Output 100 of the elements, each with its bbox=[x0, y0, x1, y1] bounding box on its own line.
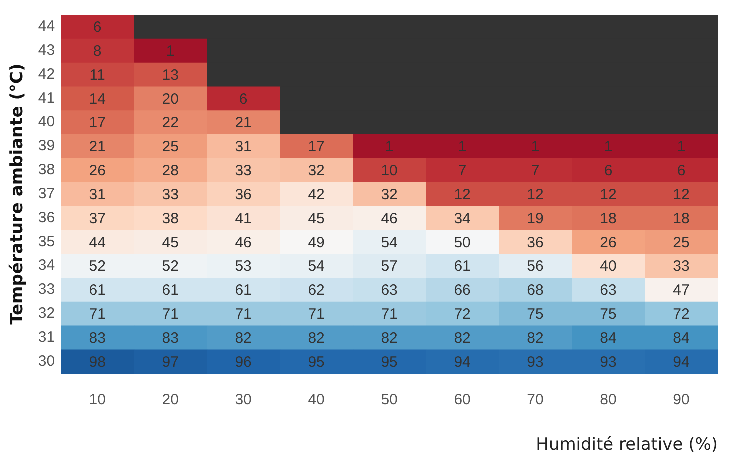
data-label: 56 bbox=[527, 258, 544, 276]
data-label: 82 bbox=[527, 330, 544, 347]
data-label: 41 bbox=[235, 210, 252, 228]
data-label: 49 bbox=[308, 234, 325, 252]
data-label: 45 bbox=[162, 234, 179, 252]
data-label: 61 bbox=[235, 282, 252, 300]
data-label: 94 bbox=[673, 354, 690, 371]
x-tick-label: 10 bbox=[89, 392, 106, 409]
y-tick-label: 35 bbox=[38, 233, 56, 250]
data-label: 97 bbox=[162, 354, 179, 371]
data-label: 14 bbox=[89, 90, 106, 108]
data-label: 47 bbox=[673, 282, 690, 300]
y-tick-label: 36 bbox=[38, 209, 56, 226]
data-label: 19 bbox=[527, 210, 544, 228]
y-tick-label: 38 bbox=[38, 162, 56, 179]
data-label: 53 bbox=[235, 258, 252, 276]
data-label: 21 bbox=[89, 138, 106, 156]
y-tick-label: 40 bbox=[38, 114, 56, 131]
data-label: 8 bbox=[93, 43, 102, 60]
data-label: 25 bbox=[162, 138, 179, 156]
data-label: 26 bbox=[89, 162, 106, 180]
data-label: 52 bbox=[89, 258, 106, 276]
data-label: 1 bbox=[604, 138, 613, 156]
data-label: 45 bbox=[308, 210, 325, 228]
data-label: 38 bbox=[162, 210, 179, 228]
data-label: 95 bbox=[308, 354, 325, 371]
data-label: 71 bbox=[235, 306, 252, 323]
data-label: 12 bbox=[600, 186, 617, 204]
data-label: 25 bbox=[673, 234, 690, 252]
data-label: 95 bbox=[381, 354, 398, 371]
x-axis-title: Humidité relative (%) bbox=[536, 435, 718, 456]
data-label: 68 bbox=[527, 282, 544, 300]
data-label: 1 bbox=[677, 138, 686, 156]
data-label: 33 bbox=[162, 186, 179, 204]
data-label: 72 bbox=[673, 306, 690, 323]
data-label: 28 bbox=[162, 162, 179, 180]
data-label: 93 bbox=[527, 354, 544, 371]
y-tick-label: 43 bbox=[38, 42, 56, 59]
y-tick-label: 32 bbox=[38, 304, 56, 322]
data-label: 18 bbox=[600, 210, 617, 228]
data-label: 31 bbox=[235, 138, 252, 156]
data-label: 1 bbox=[385, 138, 394, 156]
x-tick-label: 20 bbox=[162, 392, 179, 409]
data-label: 63 bbox=[381, 282, 398, 300]
y-tick-label: 30 bbox=[38, 352, 56, 370]
data-label: 1 bbox=[458, 138, 467, 156]
data-label: 12 bbox=[527, 186, 544, 204]
data-label: 83 bbox=[162, 330, 179, 347]
data-label: 44 bbox=[89, 234, 106, 252]
data-label: 17 bbox=[89, 114, 106, 132]
y-tick-label: 33 bbox=[38, 281, 56, 298]
y-tick-label: 44 bbox=[38, 18, 56, 36]
data-label: 66 bbox=[454, 282, 471, 300]
data-label: 36 bbox=[235, 186, 252, 204]
data-label: 84 bbox=[600, 330, 617, 347]
data-label: 54 bbox=[381, 234, 398, 252]
data-label: 10 bbox=[381, 162, 398, 180]
y-tick-label: 31 bbox=[38, 328, 56, 346]
data-label: 75 bbox=[600, 306, 617, 323]
data-label: 32 bbox=[308, 162, 325, 180]
y-tick-label: 41 bbox=[38, 90, 56, 107]
data-label: 61 bbox=[162, 282, 179, 300]
data-label: 37 bbox=[89, 210, 106, 228]
data-label: 82 bbox=[381, 330, 398, 347]
data-label: 21 bbox=[235, 114, 252, 132]
data-label: 82 bbox=[235, 330, 252, 347]
data-label: 7 bbox=[458, 162, 467, 180]
data-label: 18 bbox=[673, 210, 690, 228]
data-label: 33 bbox=[235, 162, 252, 180]
data-label: 71 bbox=[162, 306, 179, 323]
data-label: 7 bbox=[531, 162, 540, 180]
data-label: 33 bbox=[673, 258, 690, 276]
data-label: 61 bbox=[454, 258, 471, 276]
data-label: 22 bbox=[162, 114, 179, 132]
data-label: 46 bbox=[381, 210, 398, 228]
data-label: 82 bbox=[454, 330, 471, 347]
data-label: 46 bbox=[235, 234, 252, 252]
data-label: 62 bbox=[308, 282, 325, 300]
data-label: 52 bbox=[162, 258, 179, 276]
data-label: 13 bbox=[162, 66, 179, 84]
data-label: 61 bbox=[89, 282, 106, 300]
data-label: 71 bbox=[381, 306, 398, 323]
data-label: 50 bbox=[454, 234, 471, 252]
x-tick-label: 60 bbox=[454, 392, 471, 409]
data-label: 34 bbox=[454, 210, 471, 228]
data-label: 42 bbox=[308, 186, 325, 204]
data-label: 82 bbox=[308, 330, 325, 347]
x-tick-label: 70 bbox=[527, 392, 544, 409]
data-label: 31 bbox=[89, 186, 106, 204]
y-axis-title: Température ambiante (°C) bbox=[8, 64, 28, 325]
x-tick-label: 50 bbox=[381, 392, 398, 409]
data-label: 6 bbox=[677, 162, 686, 180]
data-label: 1 bbox=[531, 138, 540, 156]
data-label: 26 bbox=[600, 234, 617, 252]
data-label: 72 bbox=[454, 306, 471, 323]
data-label: 71 bbox=[308, 306, 325, 323]
data-label: 6 bbox=[604, 162, 613, 180]
data-label: 98 bbox=[89, 354, 106, 371]
y-tick-label: 42 bbox=[38, 66, 56, 83]
x-tick-label: 30 bbox=[235, 392, 252, 409]
